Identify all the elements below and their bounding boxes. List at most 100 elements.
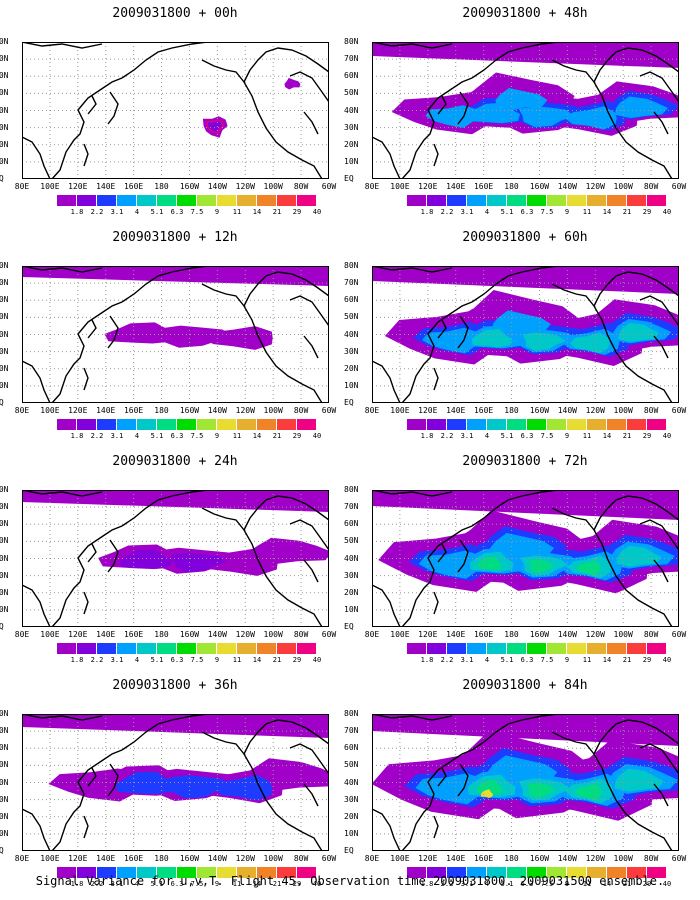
variance-map: [372, 490, 679, 627]
coastline: [372, 360, 401, 403]
coastline: [243, 47, 329, 83]
colorbar-labels: 1.8 2.2 3.1 4 5.1 6.3 7.5 9 11 14 21 29 40: [57, 880, 322, 890]
longitude-label: 80E: [14, 182, 30, 191]
longitude-label: 60W: [321, 854, 337, 863]
forecast-map-panel: 2009031800 + 48h 80N 70N 60N 50N 40N 30N 20N 10N…: [344, 0, 700, 225]
longitude-label: 140W: [557, 854, 577, 863]
longitude-label: 160E: [473, 630, 494, 639]
colorbar-label: 11: [232, 432, 242, 440]
latitude-label: 10N: [0, 604, 9, 614]
longitude-label: 120E: [418, 630, 438, 639]
colorbar-label: 3.1: [110, 880, 124, 888]
colorbar-label: 11: [582, 656, 592, 664]
longitude-label: 100E: [40, 854, 60, 863]
latitude-label: 80N: [344, 709, 359, 718]
colorbar-label: 40: [662, 880, 672, 888]
latitude-label: 70N: [0, 726, 9, 736]
latitude-label: 60N: [0, 743, 9, 753]
colorbar-label: 2.2: [90, 208, 104, 216]
longitude-label: 60W: [671, 630, 687, 639]
colorbar-label: 5.1: [500, 432, 514, 440]
panel-title: 2009031800 + 12h: [112, 230, 238, 245]
longitude-label: 60W: [671, 406, 687, 415]
colorbar-swatch: [627, 867, 647, 878]
latitude-label: 70N: [0, 278, 9, 288]
colorbar-label: 11: [232, 208, 242, 216]
longitude-label: 80E: [14, 630, 30, 639]
longitude-label: 140W: [207, 182, 227, 191]
longitude-label: 80W: [293, 406, 309, 415]
colorbar-label: 4: [484, 208, 490, 216]
panel-title: 2009031800 + 84h: [462, 678, 588, 693]
map-frame: [372, 42, 679, 179]
colorbar-swatch: [647, 643, 667, 654]
colorbar-swatch: [297, 643, 317, 654]
colorbar-label: 11: [582, 208, 592, 216]
colorbar-swatch: [197, 643, 217, 654]
longitude-label: 180: [504, 630, 519, 639]
variance-contour: [372, 490, 679, 520]
colorbar-swatch: [157, 419, 177, 430]
forecast-map-panel: 2009031800 + 84h 80N 70N 60N 50N 40N 30N 20N 10N…: [344, 672, 700, 897]
coastline: [22, 714, 103, 721]
latitude-label: 80N: [0, 37, 9, 46]
variance-map: [22, 42, 329, 179]
coastline: [471, 490, 558, 527]
forecast-map-panel: 2009031800 + 00h 80N 70N 60N 50N 40N 30N 20N 10N…: [0, 0, 350, 225]
coastline: [639, 519, 679, 551]
longitude-label: 140E: [446, 406, 466, 415]
colorbar-label: 7.5: [190, 656, 204, 664]
colorbar-label: 7.5: [190, 208, 204, 216]
variance-map: [372, 42, 679, 179]
colorbar-swatch: [567, 643, 587, 654]
longitude-label: 120W: [585, 406, 605, 415]
colorbar-swatch: [407, 867, 427, 878]
longitude-label: 120W: [585, 630, 605, 639]
latitude-label: 20N: [0, 363, 9, 373]
longitude-label: 160E: [123, 630, 144, 639]
coastline: [471, 714, 558, 751]
variance-contour: [618, 322, 660, 342]
colorbar-label: 29: [292, 432, 302, 440]
coastline: [437, 95, 447, 115]
latitude-label: 50N: [0, 760, 9, 770]
colorbar-label: 2.2: [90, 656, 104, 664]
longitude-label: 80W: [293, 182, 309, 191]
longitude-label: 120E: [68, 182, 88, 191]
variance-contour: [522, 332, 566, 351]
longitude-label: 100E: [390, 630, 410, 639]
longitude-label: 120W: [585, 182, 605, 191]
colorbar-swatch: [217, 867, 237, 878]
colorbar-swatch: [647, 419, 667, 430]
coastline: [437, 319, 447, 339]
variance-contour: [166, 775, 231, 799]
colorbar-label: 3.1: [110, 208, 124, 216]
longitude-label: 160W: [529, 854, 550, 863]
colorbar-label: 7.5: [540, 432, 554, 440]
colorbar-label: 14: [602, 656, 612, 664]
longitude-label: 160E: [473, 406, 494, 415]
colorbar-label: 7.5: [540, 208, 554, 216]
latitude-label: 70N: [0, 502, 9, 512]
longitude-label: 100W: [613, 854, 633, 863]
colorbar: [57, 867, 317, 878]
colorbar-label: 14: [602, 880, 612, 888]
colorbar-swatch: [567, 867, 587, 878]
colorbar-swatch: [277, 419, 297, 430]
longitude-label: 100W: [613, 630, 633, 639]
colorbar-swatch: [237, 195, 257, 206]
colorbar: [57, 419, 317, 430]
latitude-label: 40N: [0, 329, 9, 339]
latitude-label: 10N: [0, 828, 9, 838]
latitude-label: 30N: [344, 570, 359, 580]
colorbar-swatch: [77, 419, 97, 430]
latitude-label: EQ: [0, 622, 4, 631]
colorbar-swatch: [407, 419, 427, 430]
colorbar-swatch: [467, 867, 487, 878]
colorbar-label: 4: [484, 656, 490, 664]
colorbar-label: 5.1: [500, 208, 514, 216]
colorbar-label: 6.3: [520, 208, 534, 216]
colorbar-swatch: [607, 195, 627, 206]
coastline: [433, 815, 439, 839]
coastline: [372, 584, 401, 627]
